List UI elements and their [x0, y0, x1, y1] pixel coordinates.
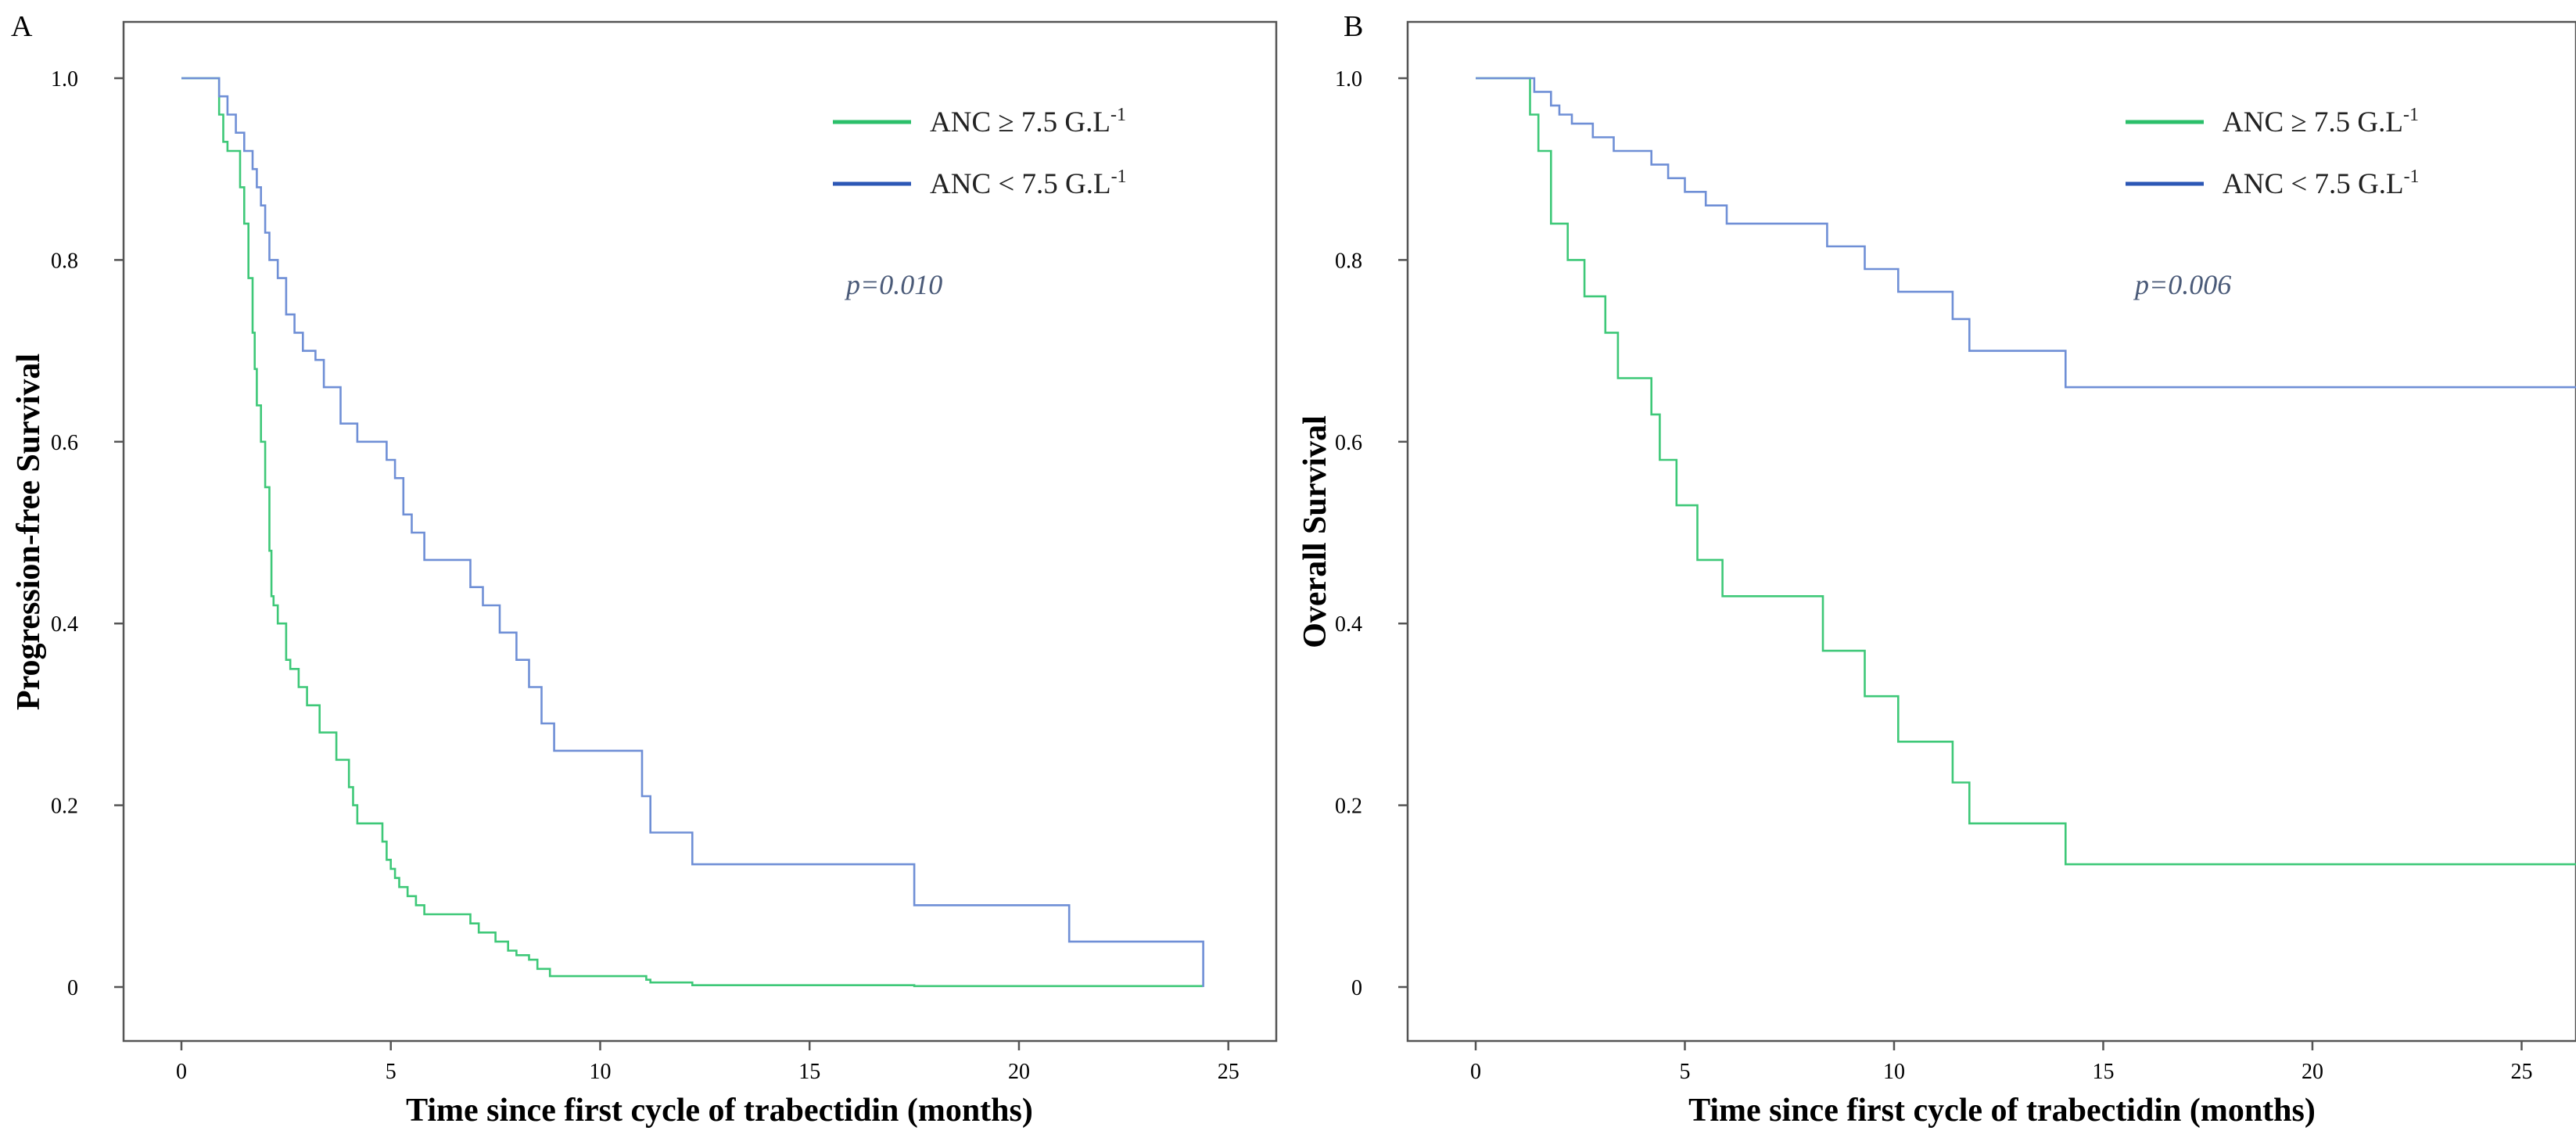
- survival-curves-b: [1476, 77, 2576, 866]
- y-axis-title-b: Overall Survival: [1297, 415, 1333, 648]
- legend-label: ANC ≥ 7.5 G.L-1: [930, 105, 1126, 138]
- x-tick-label: 5: [1679, 1060, 1690, 1084]
- x-tick-label: 10: [589, 1060, 611, 1084]
- x-axis-title-a: Time since first cycle of trabectidin (m…: [406, 1093, 1033, 1129]
- curve-anc-high: [181, 77, 1204, 988]
- x-tick-label: 0: [1470, 1060, 1481, 1084]
- x-tick-label: 20: [1008, 1060, 1030, 1084]
- y-tick-label: 0.6: [1335, 431, 1362, 455]
- legend-label: ANC ≥ 7.5 G.L-1: [2223, 105, 2419, 138]
- plot-frame-b: [1406, 20, 2576, 1043]
- y-tick-label: 1.0: [51, 67, 78, 92]
- panel-a: A 0 5 10 15 20 25 0 0.2 0.4 0.6 0.8 1.0 Progression…: [11, 10, 1278, 1129]
- panel-label-a: A: [11, 10, 33, 43]
- curve-anc-low: [1476, 77, 2576, 389]
- curve-anc-high: [1476, 77, 2576, 866]
- x-axis-title-b: Time since first cycle of trabectidin (m…: [1688, 1093, 2316, 1129]
- x-tick-label: 20: [2302, 1060, 2323, 1084]
- y-axis-title-a: Progression-free Survival: [11, 354, 47, 710]
- panel-label-b: B: [1344, 10, 1363, 43]
- y-tick-label: 1.0: [1335, 67, 1362, 92]
- y-tick-label: 0.8: [1335, 249, 1362, 273]
- y-tick-label: 0.8: [51, 249, 78, 273]
- x-tick-label: 15: [2092, 1060, 2114, 1084]
- y-tick-label: 0.4: [51, 612, 78, 637]
- legend-b: ANC ≥ 7.5 G.L-1 ANC < 7.5 G.L-1: [2126, 105, 2420, 200]
- p-value-a: p=0.010: [844, 269, 942, 300]
- curve-anc-low: [181, 77, 1204, 987]
- x-tick-label: 25: [2510, 1060, 2532, 1084]
- x-tick-label: 5: [386, 1060, 396, 1084]
- y-tick-label: 0: [1351, 976, 1362, 1000]
- survival-curves-a: [181, 77, 1204, 988]
- y-tick-label: 0.6: [51, 431, 78, 455]
- axis-ticks-b: 0 5 10 15 20 25 0 0.2 0.4 0.6 0.8 1.0: [1335, 67, 2532, 1084]
- x-tick-label: 10: [1883, 1060, 1905, 1084]
- y-tick-label: 0.2: [51, 795, 78, 819]
- y-tick-label: 0: [67, 976, 78, 1000]
- legend-label: ANC < 7.5 G.L-1: [2223, 167, 2420, 200]
- plot-frame-a: [122, 20, 1278, 1043]
- y-tick-label: 0.2: [1335, 795, 1362, 819]
- legend-a: ANC ≥ 7.5 G.L-1 ANC < 7.5 G.L-1: [833, 105, 1127, 200]
- y-tick-label: 0.4: [1335, 612, 1362, 637]
- x-tick-label: 25: [1218, 1060, 1240, 1084]
- x-tick-label: 0: [176, 1060, 187, 1084]
- p-value-b: p=0.006: [2133, 269, 2231, 300]
- legend-label: ANC < 7.5 G.L-1: [930, 167, 1127, 200]
- panel-b: B 0 5 10 15 20 25 0 0.2 0.4 0.6 0.8 1.0 Overall Sur…: [1297, 10, 2576, 1129]
- x-tick-label: 15: [798, 1060, 820, 1084]
- axis-ticks-a: 0 5 10 15 20 25 0 0.2 0.4 0.6 0.8 1.0: [51, 67, 1240, 1084]
